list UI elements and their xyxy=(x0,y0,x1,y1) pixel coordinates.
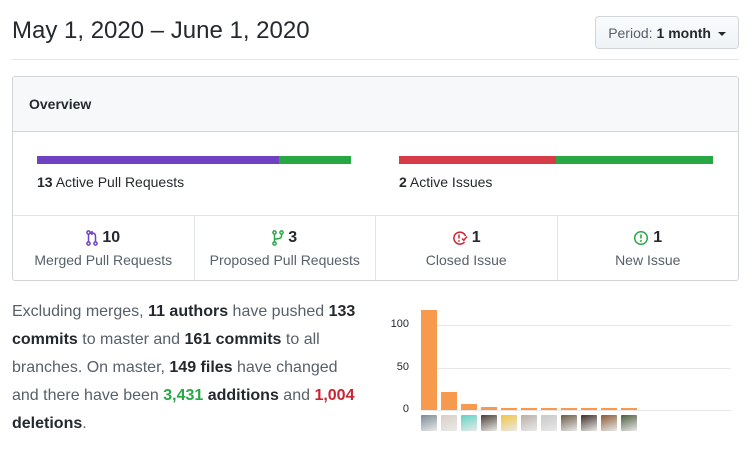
commit-bar-author-5[interactable] xyxy=(501,408,517,410)
author-avatar[interactable] xyxy=(441,415,457,431)
merged-pr-label: Merged Pull Requests xyxy=(34,252,173,268)
overview-box: Overview 13 Active Pull Requests 2 Activ… xyxy=(12,76,739,281)
closed-issue-count: 1 xyxy=(471,229,481,246)
period-dropdown-button[interactable]: Period: 1 month xyxy=(595,16,739,49)
pr-bar-segment-open xyxy=(278,156,351,164)
author-avatar[interactable] xyxy=(561,415,577,431)
commit-bar-author-6[interactable] xyxy=(521,408,537,410)
author-avatar[interactable] xyxy=(581,415,597,431)
proposed-pr-label: Proposed Pull Requests xyxy=(209,252,360,268)
master-commits-count: 133 commits xyxy=(12,303,356,348)
commit-bar-author-9[interactable] xyxy=(581,408,597,410)
y-tick-label: 100 xyxy=(390,318,409,330)
y-tick-label: 0 xyxy=(402,403,409,415)
active-issues-label: Active Issues xyxy=(409,174,493,190)
commit-bar-author-8[interactable] xyxy=(561,408,577,410)
stat-merged-pull-requests[interactable]: 10 Merged Pull Requests xyxy=(13,216,195,280)
authors-count: 11 authors xyxy=(148,303,229,320)
author-avatar[interactable] xyxy=(601,415,617,431)
active-pr-label: Active Pull Requests xyxy=(55,174,185,190)
commit-bar-author-10[interactable] xyxy=(601,408,617,410)
period-value: 1 month xyxy=(656,24,711,41)
author-avatar[interactable] xyxy=(461,415,477,431)
caret-down-icon xyxy=(718,31,726,36)
commit-bar-author-3[interactable] xyxy=(461,404,477,410)
git-merge-icon xyxy=(86,230,99,246)
author-avatar[interactable] xyxy=(541,415,557,431)
commit-bar-author-4[interactable] xyxy=(481,407,497,410)
stat-closed-issue[interactable]: 1 Closed Issue xyxy=(376,216,558,280)
author-avatar[interactable] xyxy=(521,415,537,431)
proposed-pr-count: 3 xyxy=(288,229,298,246)
pull-requests-ratio-bar xyxy=(37,156,351,164)
new-issue-label: New Issue xyxy=(615,252,681,268)
stat-new-issue[interactable]: 1 New Issue xyxy=(558,216,739,280)
overview-stats: 10 Merged Pull Requests 3 Proposed Pull … xyxy=(13,216,738,280)
commit-bar-author-7[interactable] xyxy=(541,408,557,410)
active-issues-summary[interactable]: 2 Active Issues xyxy=(399,156,713,190)
issues-ratio-bar xyxy=(399,156,713,164)
all-branch-commits-count: 161 commits xyxy=(184,331,282,348)
gridline xyxy=(421,325,731,326)
merged-pr-count: 10 xyxy=(102,229,121,246)
page-header: May 1, 2020 – June 1, 2020 Period: 1 mon… xyxy=(12,0,739,60)
commit-bar-author-11[interactable] xyxy=(621,408,637,410)
gridline xyxy=(421,367,731,369)
date-range-title: May 1, 2020 – June 1, 2020 xyxy=(12,17,310,44)
author-avatar[interactable] xyxy=(621,415,637,431)
y-tick-label: 50 xyxy=(396,360,409,373)
issue-closed-icon xyxy=(452,230,468,246)
issue-bar-segment-new xyxy=(556,156,713,164)
author-avatar[interactable] xyxy=(501,415,517,431)
git-pull-request-icon xyxy=(272,230,285,246)
new-issue-count: 1 xyxy=(653,229,663,246)
commit-bar-author-1[interactable] xyxy=(421,309,437,410)
active-issues-count: 2 xyxy=(399,174,407,190)
overview-summary: 13 Active Pull Requests 2 Active Issues xyxy=(13,132,738,216)
files-changed-count: 149 files xyxy=(169,359,233,376)
active-pr-count: 13 xyxy=(37,174,53,190)
closed-issue-label: Closed Issue xyxy=(425,252,507,268)
deletions-count: 1,004 xyxy=(314,387,355,404)
commit-bar-author-2[interactable] xyxy=(441,392,457,410)
pr-bar-segment-merged xyxy=(37,156,279,164)
overview-header: Overview xyxy=(13,77,738,132)
gridline xyxy=(421,410,731,411)
additions-count: 3,431 xyxy=(163,387,204,404)
active-pull-requests-summary[interactable]: 13 Active Pull Requests xyxy=(37,156,351,190)
commit-summary-text: Excluding merges, 11 authors have pushed… xyxy=(12,303,356,432)
author-avatar[interactable] xyxy=(421,415,437,431)
issue-bar-segment-closed xyxy=(399,156,556,164)
period-prefix: Period: xyxy=(608,24,653,41)
overview-title: Overview xyxy=(29,96,92,112)
author-avatar[interactable] xyxy=(481,415,497,431)
stat-proposed-pull-requests[interactable]: 3 Proposed Pull Requests xyxy=(195,216,376,280)
commits-per-author-chart: 0 50 100 xyxy=(385,305,735,435)
issue-opened-icon xyxy=(633,230,649,246)
